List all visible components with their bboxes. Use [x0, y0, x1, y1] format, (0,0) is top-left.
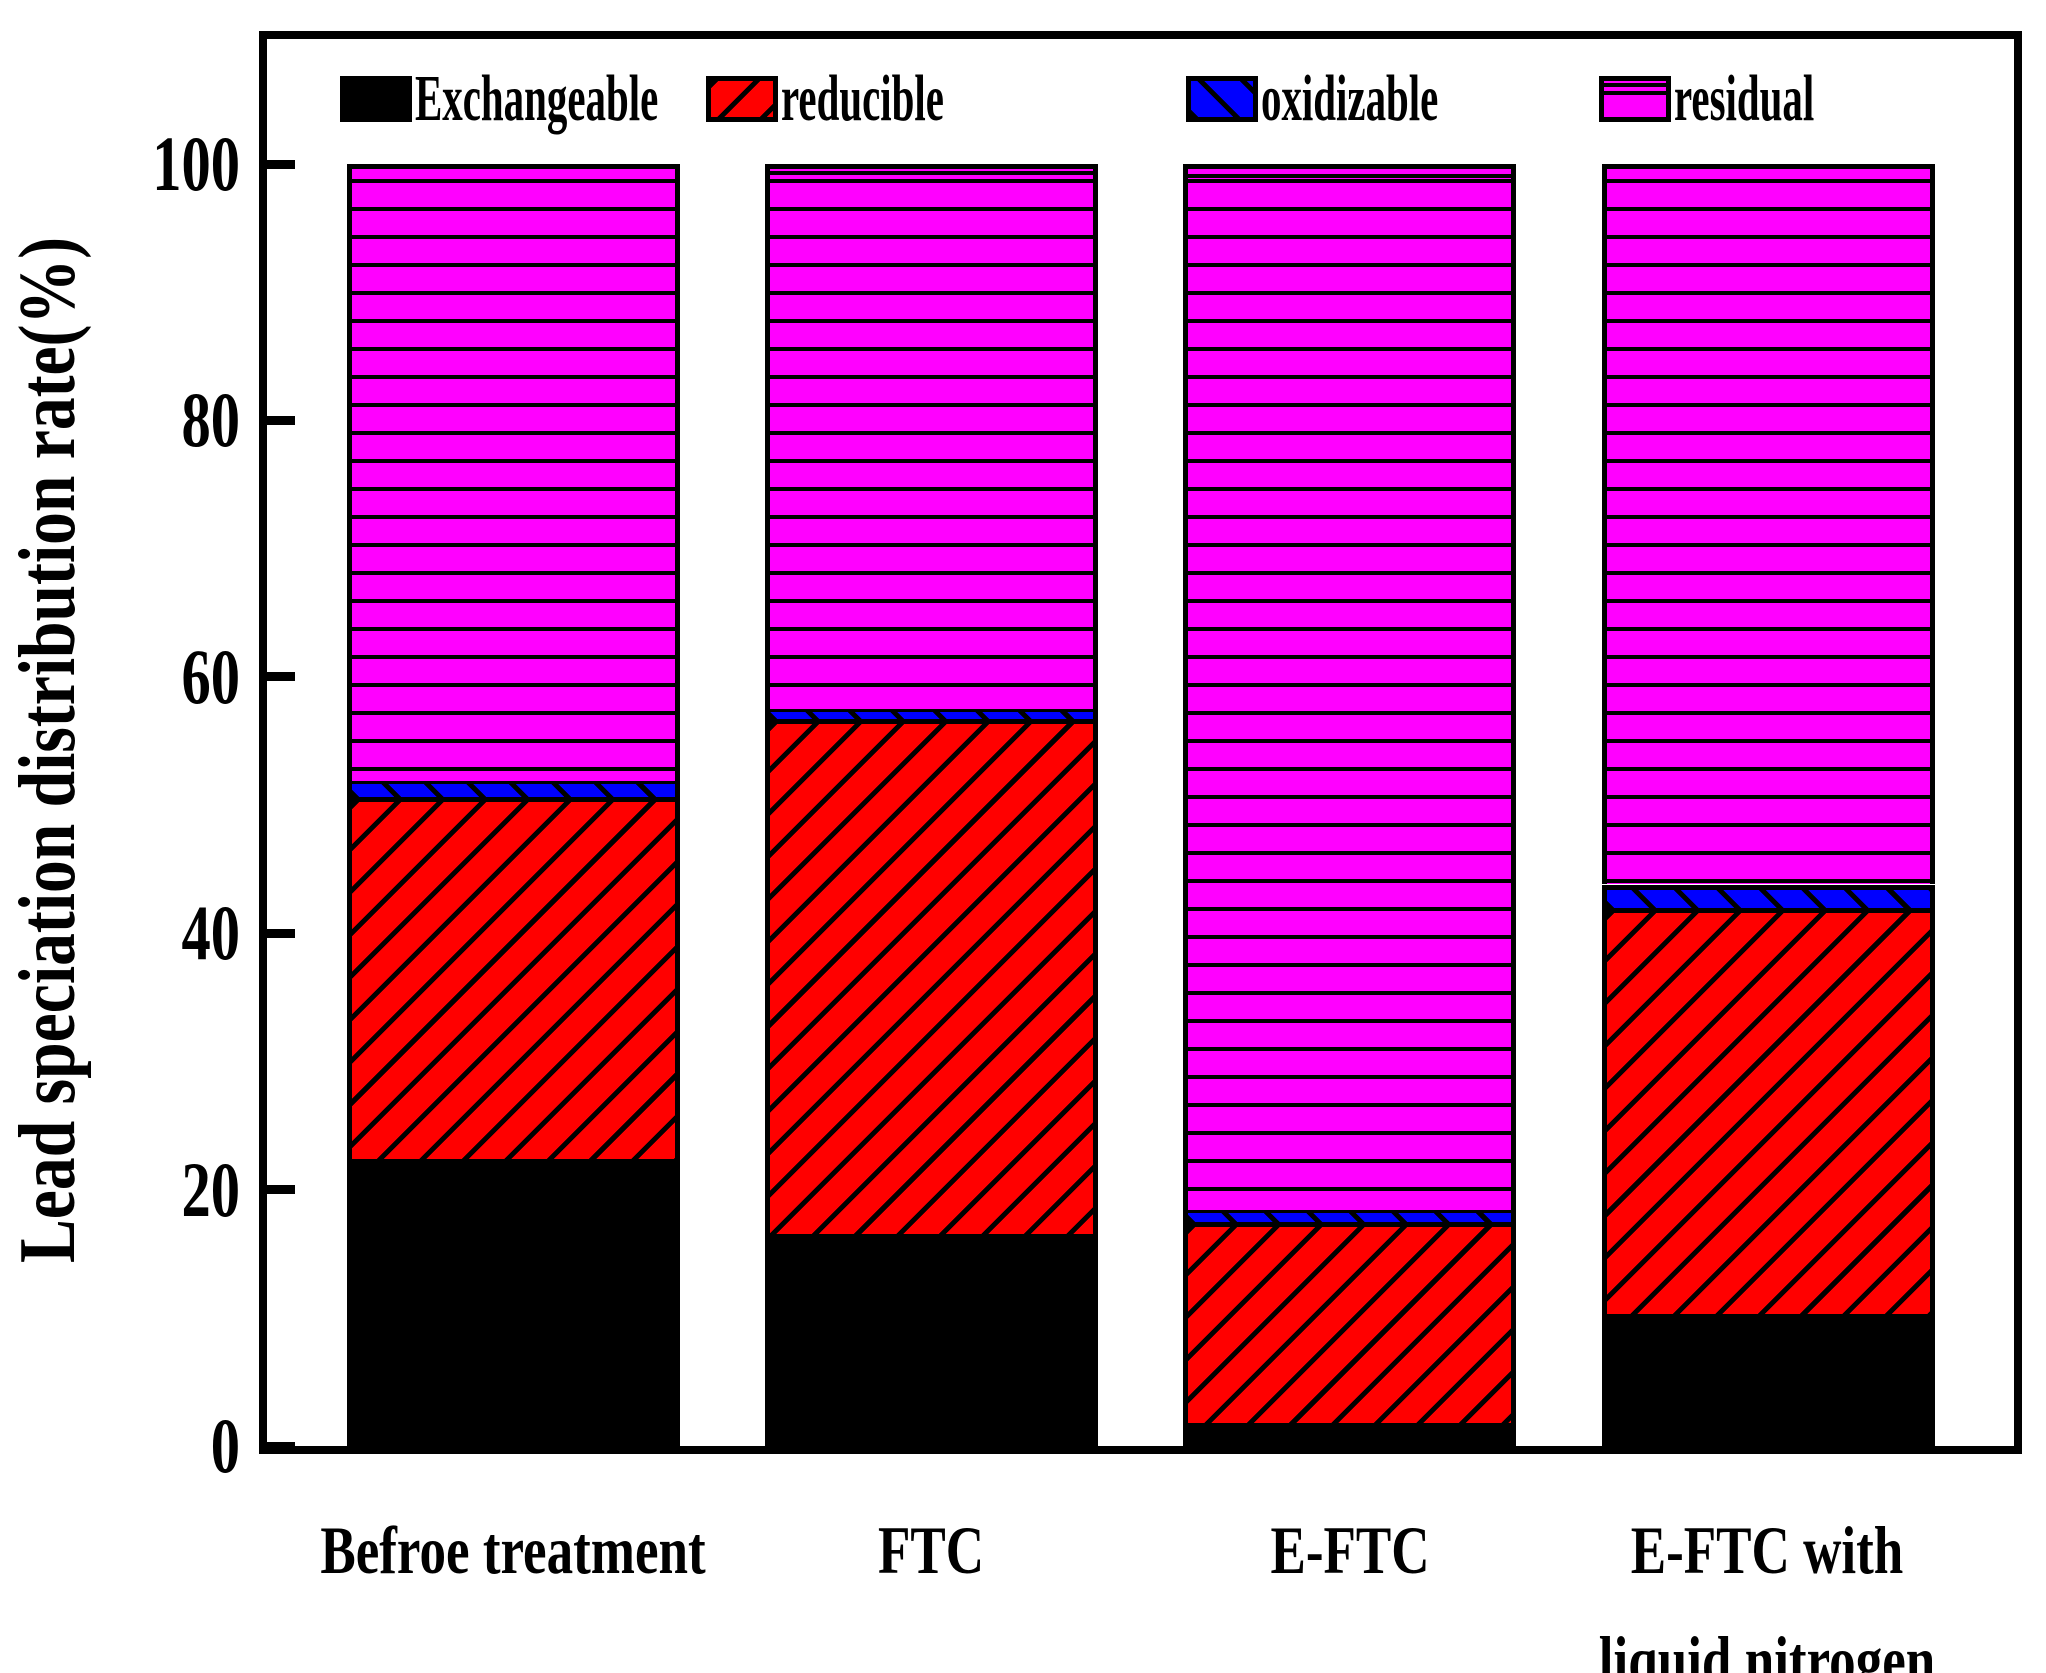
y-tick-label: 20	[181, 1145, 241, 1233]
legend-swatch-oxidizable-icon	[1186, 76, 1258, 122]
legend-swatch-exchangeable-icon	[340, 76, 412, 122]
y-tick-label: 80	[181, 376, 241, 464]
y-tick-label: 0	[210, 1402, 240, 1489]
bar-segment-reducible	[1183, 1221, 1516, 1423]
bar-segment-exchangeable	[765, 1234, 1098, 1446]
y-tick-label: 100	[152, 120, 240, 207]
bar-segment-residual	[765, 164, 1098, 709]
legend-item-residual: residual	[1599, 66, 1900, 132]
bar-segment-reducible	[1602, 907, 1935, 1314]
bar-segment-residual	[1602, 164, 1935, 885]
y-axis-title: Lead speciation distribution rate(%)	[4, 237, 92, 1263]
plot-area: Exchangeable reducible oxidizable residu…	[259, 31, 2022, 1454]
legend-item-oxidizable: oxidizable	[1186, 66, 1547, 132]
legend-item-reducible: reducible	[706, 66, 1044, 132]
y-tick	[267, 159, 295, 169]
x-axis-label: FTC	[877, 1512, 985, 1588]
bar-segment-exchangeable	[347, 1158, 680, 1446]
bar-segment-oxidizable	[1602, 884, 1935, 908]
bar-segment-oxidizable	[1183, 1210, 1516, 1222]
bar-segment-reducible	[765, 719, 1098, 1235]
bar-segment-oxidizable	[347, 780, 680, 798]
bar-segment-exchangeable	[1183, 1422, 1516, 1446]
legend-label-exchangeable: Exchangeable	[415, 62, 659, 135]
legend-swatch-residual-icon	[1599, 76, 1671, 122]
legend-item-exchangeable: Exchangeable	[340, 66, 807, 132]
y-tick	[267, 672, 295, 682]
y-tick-label: 40	[181, 889, 241, 977]
y-tick	[267, 1185, 295, 1195]
legend-label-oxidizable: oxidizable	[1261, 62, 1439, 135]
y-tick	[267, 928, 295, 938]
x-axis-label: E-FTC with liquid nitrogen	[1598, 1512, 1936, 1673]
bar-segment-residual	[347, 164, 680, 781]
x-axis-label: Befroe treatment	[320, 1512, 706, 1588]
bar-segment-exchangeable	[1602, 1313, 1935, 1446]
legend-swatch-reducible-icon	[706, 76, 778, 122]
bar-segment-reducible	[347, 797, 680, 1159]
y-tick-label: 60	[181, 632, 241, 720]
legend-label-residual: residual	[1674, 62, 1815, 135]
bar-segment-residual	[1183, 164, 1516, 1211]
legend-label-reducible: reducible	[781, 62, 944, 135]
x-axis-label: E-FTC	[1270, 1512, 1430, 1588]
bar-segment-oxidizable	[765, 708, 1098, 720]
y-tick	[267, 415, 295, 425]
y-tick	[267, 1441, 295, 1451]
